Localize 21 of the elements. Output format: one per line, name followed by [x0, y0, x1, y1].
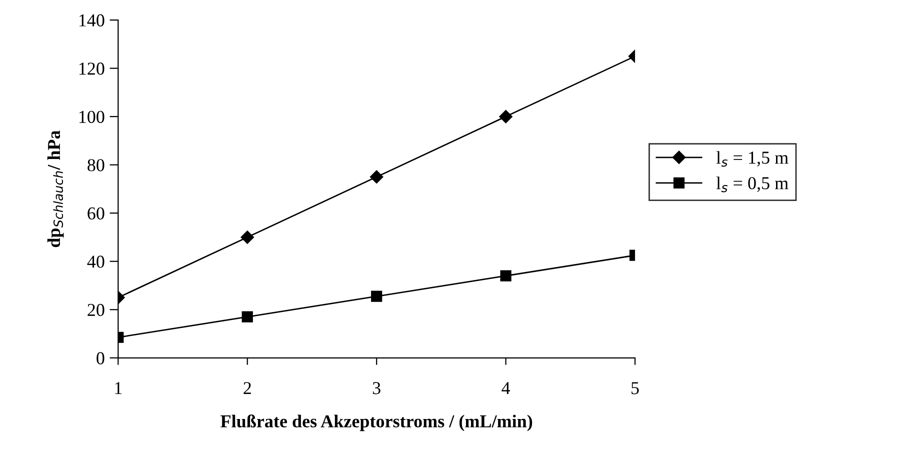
point — [371, 290, 382, 302]
y-tick-label: 80 — [88, 159, 104, 172]
y-tick-label: 120 — [79, 62, 104, 75]
y-tick-label: 100 — [79, 110, 104, 124]
y-tick-label: 20 — [88, 304, 104, 316]
legend-label: l$_{s}$ = 1,5 m — [716, 151, 788, 167]
point — [500, 270, 512, 282]
y-tick-label: 40 — [87, 256, 104, 268]
y-tick-label: 140 — [79, 14, 104, 26]
x-tick-label: 4 — [502, 382, 510, 394]
x-tick-label: 3 — [372, 382, 380, 394]
x-tick-label: 1 — [115, 382, 122, 394]
legend-label: l$_{s}$ = 0,5 m — [716, 176, 788, 192]
point — [370, 170, 384, 184]
y-tick-label: 60 — [88, 207, 104, 220]
x-axis-title: Flußrate des Akzeptorstroms / (mL/min) — [220, 414, 532, 432]
y-tick-label: 0 — [96, 352, 104, 364]
x-tick-label: 5 — [632, 382, 639, 394]
x-tick-label: 2 — [244, 382, 251, 394]
point — [499, 110, 512, 124]
y-axis-title: dp$_{Schlauch}$/ hPa — [47, 130, 64, 248]
